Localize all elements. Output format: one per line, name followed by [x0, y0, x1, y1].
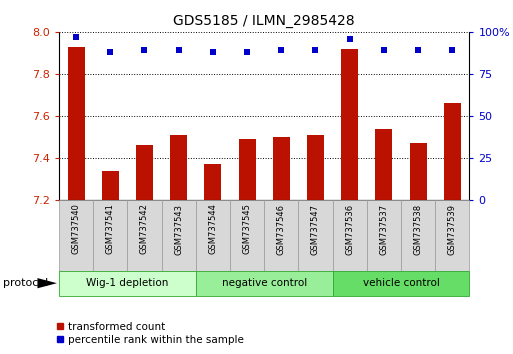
- Text: GSM737541: GSM737541: [106, 204, 115, 255]
- Point: [448, 47, 457, 53]
- Bar: [196, 271, 332, 296]
- Bar: [401, 200, 435, 271]
- Text: GSM737538: GSM737538: [413, 204, 423, 255]
- Title: GDS5185 / ILMN_2985428: GDS5185 / ILMN_2985428: [173, 14, 355, 28]
- Bar: [230, 200, 264, 271]
- Bar: [307, 135, 324, 200]
- Point: [277, 47, 285, 53]
- Bar: [68, 47, 85, 200]
- Point: [311, 47, 320, 53]
- Bar: [59, 271, 196, 296]
- Point: [346, 36, 354, 41]
- Text: Wig-1 depletion: Wig-1 depletion: [86, 278, 169, 288]
- Point: [380, 47, 388, 53]
- Bar: [204, 164, 222, 200]
- Legend: transformed count, percentile rank within the sample: transformed count, percentile rank withi…: [51, 317, 248, 349]
- Point: [414, 47, 422, 53]
- Text: GSM737542: GSM737542: [140, 204, 149, 255]
- Bar: [136, 145, 153, 200]
- Bar: [93, 200, 127, 271]
- Bar: [435, 200, 469, 271]
- Bar: [264, 200, 299, 271]
- Bar: [273, 137, 290, 200]
- Point: [243, 49, 251, 55]
- Bar: [332, 271, 469, 296]
- Point: [174, 47, 183, 53]
- Bar: [59, 200, 93, 271]
- Bar: [367, 200, 401, 271]
- Text: GSM737545: GSM737545: [243, 204, 251, 255]
- Text: vehicle control: vehicle control: [363, 278, 440, 288]
- Point: [141, 47, 149, 53]
- Text: GSM737546: GSM737546: [277, 204, 286, 255]
- Bar: [409, 143, 427, 200]
- Bar: [170, 135, 187, 200]
- Bar: [127, 200, 162, 271]
- Text: GSM737547: GSM737547: [311, 204, 320, 255]
- Polygon shape: [37, 278, 57, 288]
- Text: negative control: negative control: [222, 278, 307, 288]
- Point: [106, 49, 114, 55]
- Point: [72, 34, 80, 40]
- Bar: [444, 103, 461, 200]
- Bar: [196, 200, 230, 271]
- Bar: [162, 200, 196, 271]
- Bar: [341, 49, 358, 200]
- Text: GSM737536: GSM737536: [345, 204, 354, 255]
- Bar: [102, 171, 119, 200]
- Text: protocol: protocol: [3, 278, 48, 288]
- Bar: [299, 200, 332, 271]
- Bar: [332, 200, 367, 271]
- Text: GSM737544: GSM737544: [208, 204, 218, 255]
- Text: GSM737540: GSM737540: [72, 204, 81, 255]
- Bar: [376, 129, 392, 200]
- Text: GSM737543: GSM737543: [174, 204, 183, 255]
- Text: GSM737539: GSM737539: [448, 204, 457, 255]
- Bar: [239, 139, 255, 200]
- Point: [209, 49, 217, 55]
- Text: GSM737537: GSM737537: [380, 204, 388, 255]
